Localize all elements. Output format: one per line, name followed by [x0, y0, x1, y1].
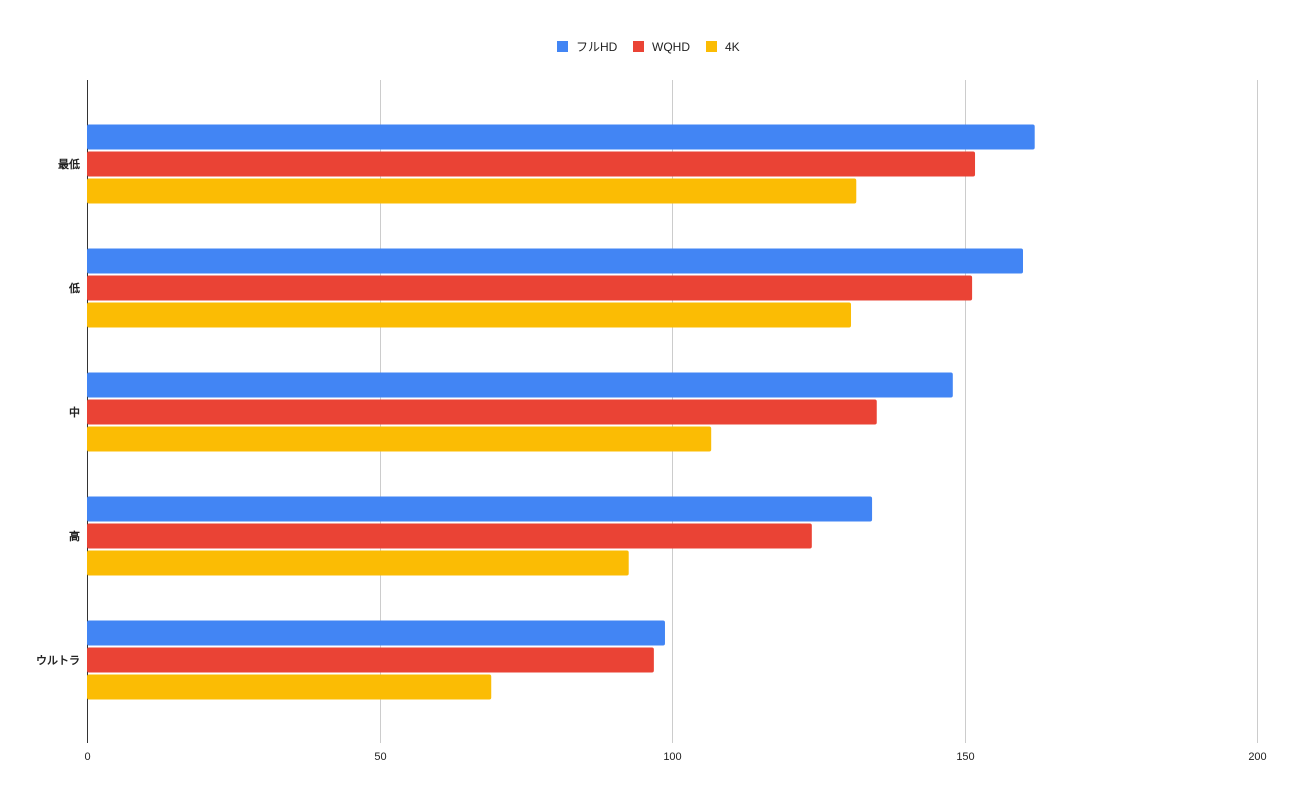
bar-1	[87, 275, 973, 301]
bar-0	[87, 248, 1023, 274]
x-tick-label: 150	[956, 751, 974, 763]
category-label: ウルトラ	[36, 654, 80, 667]
x-tick-label: 50	[374, 751, 386, 763]
bar-2	[87, 674, 492, 700]
legend: フルHD WQHD 4K	[557, 40, 740, 54]
legend-label: 4K	[725, 40, 740, 54]
bar-1	[87, 647, 654, 673]
bar-1	[87, 151, 976, 177]
bar-0	[87, 496, 873, 522]
category-label: 中	[69, 405, 80, 419]
x-tick-label: 0	[84, 751, 90, 763]
legend-swatch	[557, 41, 568, 52]
bar-0	[87, 124, 1035, 150]
bar-0	[87, 620, 665, 646]
legend-label: WQHD	[652, 40, 690, 54]
legend-label: フルHD	[576, 40, 618, 54]
category-label: 低	[68, 281, 80, 295]
bar-2	[87, 302, 852, 328]
legend-swatch	[706, 41, 717, 52]
bar-1	[87, 523, 812, 549]
bar-2	[87, 550, 629, 576]
legend-swatch	[633, 41, 644, 52]
bar-0	[87, 372, 953, 398]
x-tick-label: 100	[663, 751, 681, 763]
bar-1	[87, 399, 877, 425]
category-label: 高	[69, 529, 80, 543]
bars	[87, 124, 1035, 700]
category-label: 最低	[58, 157, 80, 171]
bar-2	[87, 426, 712, 452]
x-tick-label: 200	[1248, 751, 1266, 763]
x-tick-labels: 0 50 100 150 200	[84, 751, 1266, 763]
bar-2	[87, 178, 857, 204]
